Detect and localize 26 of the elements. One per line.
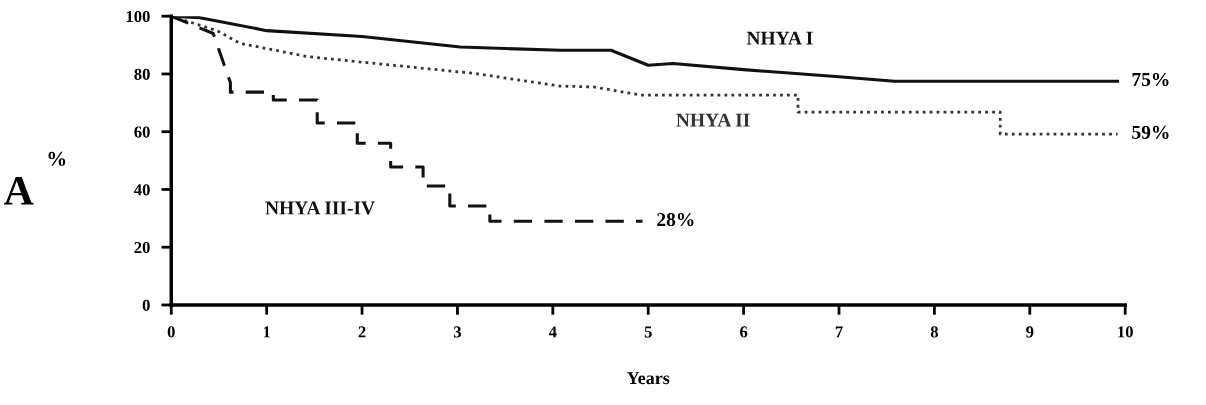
- x-tick-label: 7: [835, 326, 843, 338]
- annotation: 28%: [657, 212, 694, 227]
- y-tick-label: 80: [134, 68, 150, 80]
- text: 59%: [1132, 125, 1169, 139]
- x-tick-label: 3: [453, 326, 462, 338]
- x-tick-label: 6: [740, 326, 748, 338]
- x-tick-label: 4: [548, 326, 557, 338]
- y-tick-label: 40: [133, 184, 150, 196]
- y-tick-label: 60: [134, 126, 150, 138]
- series-label: NHYA I: [746, 31, 813, 45]
- x-tick-label: 0: [167, 326, 175, 338]
- text: 75%: [1132, 72, 1169, 87]
- x-tick-label: 8: [930, 326, 939, 338]
- series-label: NHYA III-IV: [265, 201, 375, 215]
- y-axis-title: %: [48, 151, 66, 166]
- x-tick-label: 2: [358, 326, 366, 338]
- x-tick-label: 5: [644, 326, 652, 338]
- y-tick-label: 100: [126, 10, 150, 23]
- y-tick-label: 0: [142, 299, 150, 311]
- text: A: [4, 176, 34, 205]
- x-tick-label: 10: [1118, 326, 1133, 338]
- series-label: NHYA II: [676, 113, 750, 127]
- x-tick-label: 9: [1026, 326, 1034, 338]
- x-tick-label: 1: [263, 326, 270, 338]
- x-axis-title: Years: [626, 372, 670, 385]
- y-tick-label: 20: [134, 241, 150, 254]
